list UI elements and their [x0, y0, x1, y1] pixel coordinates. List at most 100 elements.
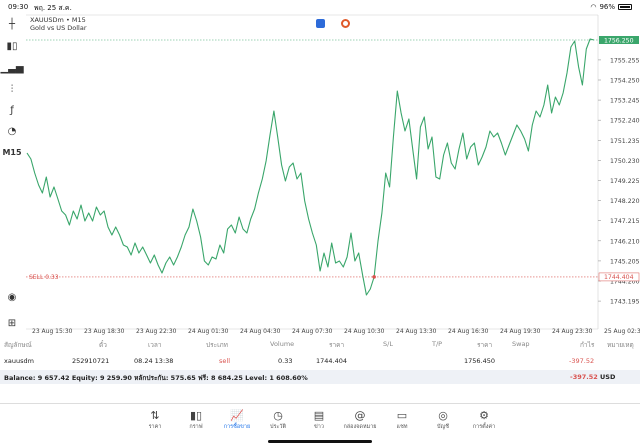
- time-tick-label: 24 Aug 13:30: [396, 328, 437, 335]
- price-tick-label: 1749.225: [610, 178, 640, 185]
- candles-icon[interactable]: ▮▯: [6, 40, 18, 52]
- tab-settings-label: การตั้งค่า: [472, 424, 496, 430]
- tab-accounts[interactable]: ◎ บัญชี: [425, 409, 461, 431]
- chat-icon: ▭: [396, 409, 408, 422]
- status-time: 09:30: [8, 3, 29, 11]
- mailbox-icon: @: [354, 409, 366, 422]
- news-icon: ▤: [313, 409, 325, 422]
- col-open-price: ราคา: [329, 341, 345, 349]
- trade-levels-icon[interactable]: [316, 19, 325, 28]
- time-tick-label: 23 Aug 15:30: [32, 328, 73, 335]
- time-tick-label: 24 Aug 23:30: [552, 328, 593, 335]
- price-chart-svg[interactable]: 1755.255 1754.250 1753.245 1752.240 1751.235…: [24, 13, 640, 335]
- tab-mailbox-label: กล่องจดหมาย: [343, 424, 377, 430]
- tab-settings[interactable]: ⚙ การตั้งค่า: [466, 409, 502, 431]
- position-symbol: xauusdm: [4, 357, 34, 365]
- chart-symbol: XAUUSDm • M15: [30, 16, 86, 24]
- price-series-line: [26, 38, 595, 296]
- sell-order-line-label[interactable]: SELL 0.33: [29, 274, 59, 281]
- time-tick-label: 23 Aug 18:30: [84, 328, 125, 335]
- price-tick-label: 1747.215: [610, 218, 640, 225]
- tab-history[interactable]: ◷ ประวัติ: [260, 409, 296, 431]
- price-tick-label: 1745.205: [610, 258, 640, 265]
- history-icon: ◷: [273, 409, 283, 422]
- status-bar: 09:30 พฤ. 25 ส.ค. ◠ 96%: [0, 0, 640, 13]
- crosshair-icon[interactable]: ┼: [8, 18, 16, 30]
- timeframe-button[interactable]: M15: [2, 147, 22, 157]
- price-tick-label: 1753.245: [610, 98, 640, 105]
- tab-news-label: ข่าว: [314, 424, 324, 430]
- price-tick-label: 1751.235: [610, 138, 640, 145]
- position-ticket: 252910721: [72, 357, 110, 365]
- price-tick-label: 1755.255: [610, 57, 640, 64]
- tab-chat[interactable]: ▭ แชท: [384, 409, 420, 431]
- wifi-icon: ◠: [590, 3, 597, 11]
- tab-mailbox[interactable]: @ กล่องจดหมาย: [342, 409, 378, 431]
- function-icon[interactable]: ƒ: [10, 104, 14, 116]
- status-right: ◠ 96%: [590, 3, 632, 11]
- trade-icon: 📈: [230, 409, 244, 422]
- col-volume: Volume: [270, 340, 295, 348]
- accounts-icon: ◎: [438, 409, 448, 422]
- col-swap: Swap: [512, 340, 530, 348]
- position-type: sell: [219, 357, 230, 365]
- tab-chart-label: กราฟ: [189, 424, 203, 430]
- col-sl: S/L: [383, 340, 393, 348]
- objects-icon[interactable]: ⫶: [10, 83, 14, 95]
- position-row[interactable]: xauusdm 252910721 08.24 13:38 sell 0.33 …: [0, 355, 640, 367]
- home-indicator: [268, 440, 372, 443]
- price-tick-label: 1744.200: [610, 279, 640, 286]
- settings-icon: ⚙: [479, 409, 489, 422]
- tab-accounts-label: บัญชี: [437, 424, 449, 430]
- price-tick-label: 1754.250: [610, 78, 640, 85]
- tab-history-label: ประวัติ: [269, 424, 287, 430]
- battery-percent: 96%: [599, 3, 615, 11]
- position-time: 08.24 13:38: [134, 357, 174, 365]
- position-open-price: 1744.404: [316, 357, 348, 365]
- current-price-tag: [599, 36, 639, 44]
- tab-quotes[interactable]: ⇅ ราคา: [137, 409, 173, 431]
- price-tick-label: 1743.195: [610, 299, 640, 306]
- current-price-tag-label: 1756.250: [604, 37, 634, 44]
- col-ticket: ตั๋ว: [99, 341, 107, 349]
- sell-entry-marker: [372, 275, 376, 279]
- col-current-price: ราคา: [477, 341, 493, 349]
- bottom-tab-bar: ⇅ ราคา ▮▯ กราฟ 📈 การซื้อขาย ◷ ประวัติ ▤ …: [0, 403, 640, 447]
- one-click-trading-icon[interactable]: ⊞: [7, 317, 17, 329]
- indicator-icon[interactable]: ▁▃▅: [0, 62, 24, 74]
- signal-icon[interactable]: [341, 19, 350, 28]
- tab-trade[interactable]: 📈 การซื้อขาย: [219, 409, 255, 431]
- tab-trade-label: การซื้อขาย: [223, 424, 251, 430]
- col-profit: กำไร: [580, 341, 595, 349]
- quotes-icon: ⇅: [150, 409, 160, 422]
- account-summary-text: Balance: 9 657.42 Equity: 9 259.90 หลักป…: [4, 374, 308, 382]
- shapes-icon[interactable]: ◔: [7, 125, 17, 137]
- positions-table-header: สัญลักษณ์ ตั๋ว เวลา ประเภท Volume ราคา S…: [0, 338, 640, 349]
- chart-symbol-description: Gold vs US Dollar: [30, 24, 87, 32]
- speedometer-icon[interactable]: ◉: [7, 291, 17, 303]
- time-tick-label: 24 Aug 07:30: [292, 328, 333, 335]
- tab-chat-label: แชท: [396, 424, 408, 430]
- price-tick-label: 1750.230: [610, 158, 640, 165]
- tab-quotes-label: ราคา: [148, 424, 162, 430]
- position-current-price: 1756.450: [464, 357, 496, 365]
- time-tick-label: 24 Aug 19:30: [500, 328, 541, 335]
- col-time: เวลา: [148, 341, 162, 349]
- sell-price-tag-label: 1744.404: [604, 274, 634, 281]
- position-volume: 0.33: [278, 357, 293, 365]
- col-tp: T/P: [432, 340, 443, 348]
- price-chart[interactable]: 1755.255 1754.250 1753.245 1752.240 1751.235…: [24, 13, 640, 335]
- account-summary: Balance: 9 657.42 Equity: 9 259.90 หลักป…: [0, 370, 640, 384]
- tab-chart[interactable]: ▮▯ กราฟ: [178, 409, 214, 431]
- position-profit: -397.52: [569, 357, 595, 365]
- chart-toolbar: ┼ ▮▯ ▁▃▅ ⫶ ƒ ◔ M15 ◉ ⊞: [0, 13, 24, 335]
- status-date: พฤ. 25 ส.ค.: [34, 4, 72, 12]
- tab-news[interactable]: ▤ ข่าว: [301, 409, 337, 431]
- time-tick-label: 23 Aug 22:30: [136, 328, 177, 335]
- price-tick-label: 1748.220: [610, 198, 640, 205]
- chart-icon: ▮▯: [189, 409, 203, 422]
- price-tick-label: 1752.240: [610, 118, 640, 125]
- time-tick-label: 25 Aug 02:30: [604, 328, 640, 335]
- sell-price-tag: [598, 272, 640, 282]
- col-type: ประเภท: [206, 341, 228, 349]
